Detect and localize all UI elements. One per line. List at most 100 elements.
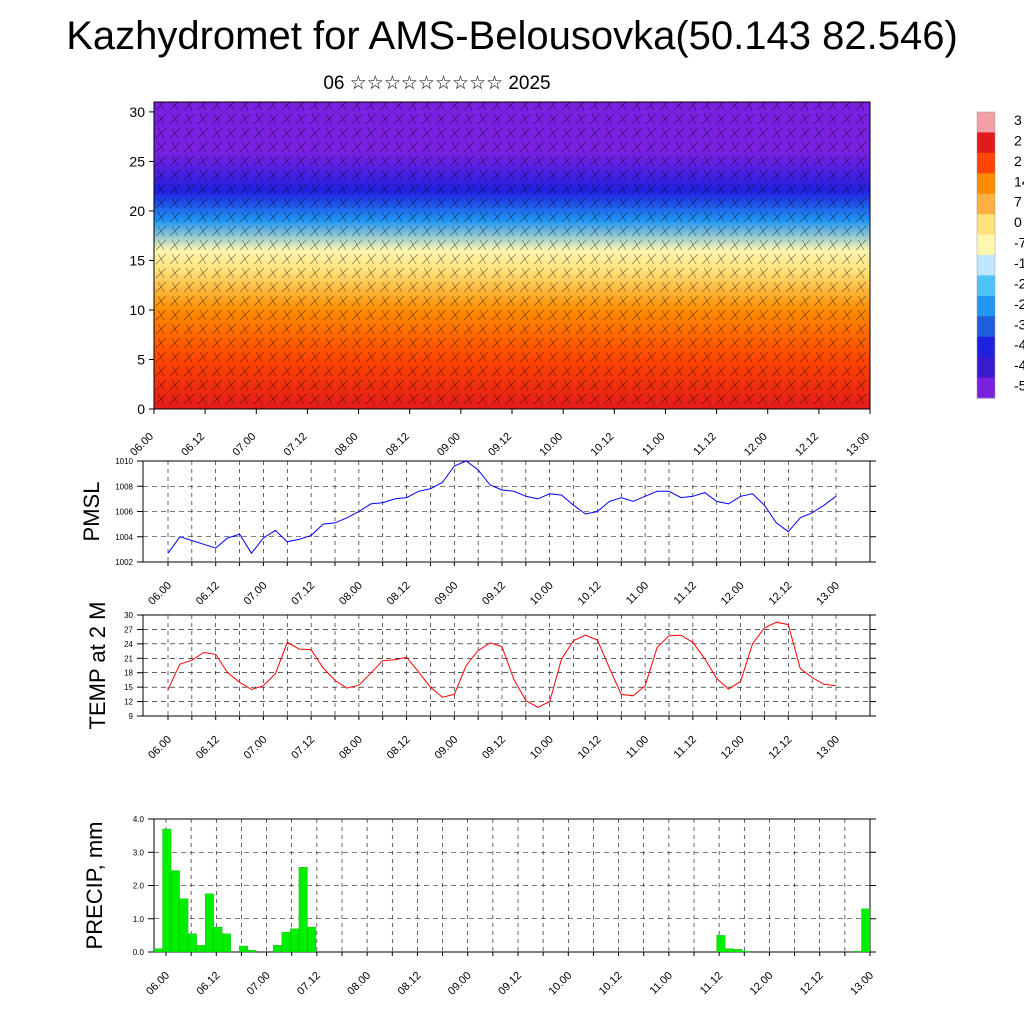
precip-bar <box>852 951 862 953</box>
temp-ytick-label: 18 <box>124 669 133 678</box>
temp-xtick-label: 06.12 <box>194 734 222 762</box>
top-xtick-label: 11.00 <box>640 431 667 458</box>
precip-xtick-label: 10.00 <box>546 970 574 998</box>
pmsl-xtick-label: 07.12 <box>289 580 317 608</box>
pmsl-ytick-label: 1002 <box>115 558 133 567</box>
pmsl-xtick-label: 12.12 <box>766 580 794 608</box>
colorbar-label: 0 <box>1014 214 1022 230</box>
precip-bar <box>204 893 214 953</box>
precip-bar <box>273 945 283 953</box>
colorbar-label: 3 <box>1014 112 1022 128</box>
precip-ytick-label: 2.0 <box>133 882 145 891</box>
temp-ytick-label: 21 <box>124 654 133 663</box>
top-xtick-label: 07.00 <box>230 431 258 459</box>
temp-xtick-label: 09.00 <box>432 734 460 762</box>
colorbar-frame <box>976 111 996 399</box>
pmsl-ylabel: PMSL <box>79 482 104 542</box>
colorbar-swatch <box>977 152 995 174</box>
precip-xtick-label: 09.00 <box>446 970 474 998</box>
temp-xtick-label: 10.00 <box>528 734 556 762</box>
precip-panel: 0.0 1.0 2.0 3.0 4.0 06.00 06.12 07.00 07.12 08.00… <box>82 815 876 998</box>
precip-bar <box>247 950 257 953</box>
precip-xtick-label: 08.12 <box>396 970 424 998</box>
top-xtick-label: 09.00 <box>435 431 463 459</box>
pmsl-xtick-label: 09.00 <box>432 580 460 608</box>
top-ytick-label: 25 <box>129 153 145 169</box>
pmsl-xtick-label: 08.12 <box>385 580 413 608</box>
precip-bar <box>213 926 223 953</box>
temp-ytick-label: 9 <box>129 712 134 721</box>
temp-ytick-label: 24 <box>124 640 133 649</box>
temp-ylabel: TEMP at 2 M <box>85 602 110 730</box>
temp-xtick-label: 10.12 <box>576 734 604 762</box>
top-xtick-label: 13.00 <box>844 431 872 459</box>
temp-xtick-label: 08.00 <box>337 734 365 762</box>
temp-ytick-label: 27 <box>124 625 133 634</box>
pmsl-xtick-label: 09.12 <box>480 580 508 608</box>
colorbar-label: -7 <box>1014 235 1024 251</box>
precip-bar <box>239 945 248 953</box>
pmsl-xtick-label: 06.00 <box>146 580 174 608</box>
colorbar-label: -2 <box>1014 275 1024 291</box>
temp-xtick-label: 13.00 <box>814 734 842 762</box>
top-xtick-label: 10.12 <box>588 431 616 459</box>
temp-xtick-label: 11.12 <box>672 734 699 761</box>
precip-bar <box>179 898 189 953</box>
pmsl-ytick-label: 1006 <box>115 508 133 517</box>
temp-frame <box>142 614 871 717</box>
colorbar-swatch <box>977 357 995 379</box>
top-ytick-label: 30 <box>129 104 145 120</box>
pmsl-xtick-label: 10.12 <box>576 580 604 608</box>
precip-bar <box>741 951 751 953</box>
colorbar-label: -3 <box>1014 316 1024 332</box>
precip-xtick-label: 07.12 <box>295 970 323 998</box>
top-xtick-label: 06.00 <box>128 431 156 459</box>
temp-xtick-label: 11.00 <box>624 734 651 761</box>
precip-bar <box>307 926 317 953</box>
colorbar-label: 7 <box>1014 194 1022 210</box>
colorbar-swatch <box>977 316 995 338</box>
pmsl-xtick-label: 13.00 <box>814 580 842 608</box>
colorbar-label: 2 <box>1014 153 1022 169</box>
colorbar-swatch <box>977 132 995 154</box>
top-xtick-label: 08.12 <box>384 431 412 459</box>
precip-bar <box>222 933 231 953</box>
pmsl-ytick-label: 1008 <box>115 482 133 491</box>
precip-xtick-label: 13.00 <box>848 970 876 998</box>
pmsl-xtick-label: 11.00 <box>624 580 651 607</box>
precip-xtick-label: 06.12 <box>194 970 222 998</box>
pmsl-series-line <box>167 460 837 555</box>
wind-barbs <box>154 102 870 409</box>
cross-section-panel: 0 5 10 15 20 25 30 06.00 06.12 07.00 07.12 08.00 08.… <box>128 101 872 459</box>
pmsl-xtick-label: 07.00 <box>242 580 270 608</box>
precip-bar <box>724 948 734 953</box>
colorbar-swatch <box>977 214 995 236</box>
temp-xtick-label: 08.12 <box>385 734 413 762</box>
precip-bar <box>281 931 291 953</box>
precip-ytick-label: 0.0 <box>133 948 145 957</box>
pmsl-ytick-label: 1004 <box>115 533 133 542</box>
precip-ytick-label: 4.0 <box>133 815 145 824</box>
top-xtick-label: 09.12 <box>486 431 514 459</box>
precip-bar <box>162 828 172 953</box>
top-ytick-label: 5 <box>137 351 145 367</box>
precip-xtick-label: 12.12 <box>798 970 826 998</box>
top-xtick-label: 10.00 <box>537 431 565 459</box>
precip-bar <box>196 945 206 953</box>
pmsl-panel: 1002 1004 1006 1008 1010 06.00 06.12 07.00 07.12… <box>79 457 876 608</box>
pmsl-xtick-label: 10.00 <box>528 580 556 608</box>
precip-frame <box>153 818 871 953</box>
colorbar-swatch <box>977 377 995 399</box>
precip-xtick-label: 08.00 <box>345 970 373 998</box>
top-ytick-label: 10 <box>129 302 145 318</box>
temp-xtick-label: 12.00 <box>719 734 747 762</box>
temp-xtick-label: 09.12 <box>480 734 508 762</box>
colorbar-swatch <box>977 234 995 256</box>
colorbar-label: 2 <box>1014 132 1022 148</box>
colorbar-swatch <box>977 112 995 133</box>
colorbar-label: 14 <box>1014 173 1024 189</box>
precip-ylabel: PRECIP, mm <box>82 822 107 950</box>
pmsl-xtick-label: 08.00 <box>337 580 365 608</box>
colorbar-swatch <box>977 275 995 297</box>
